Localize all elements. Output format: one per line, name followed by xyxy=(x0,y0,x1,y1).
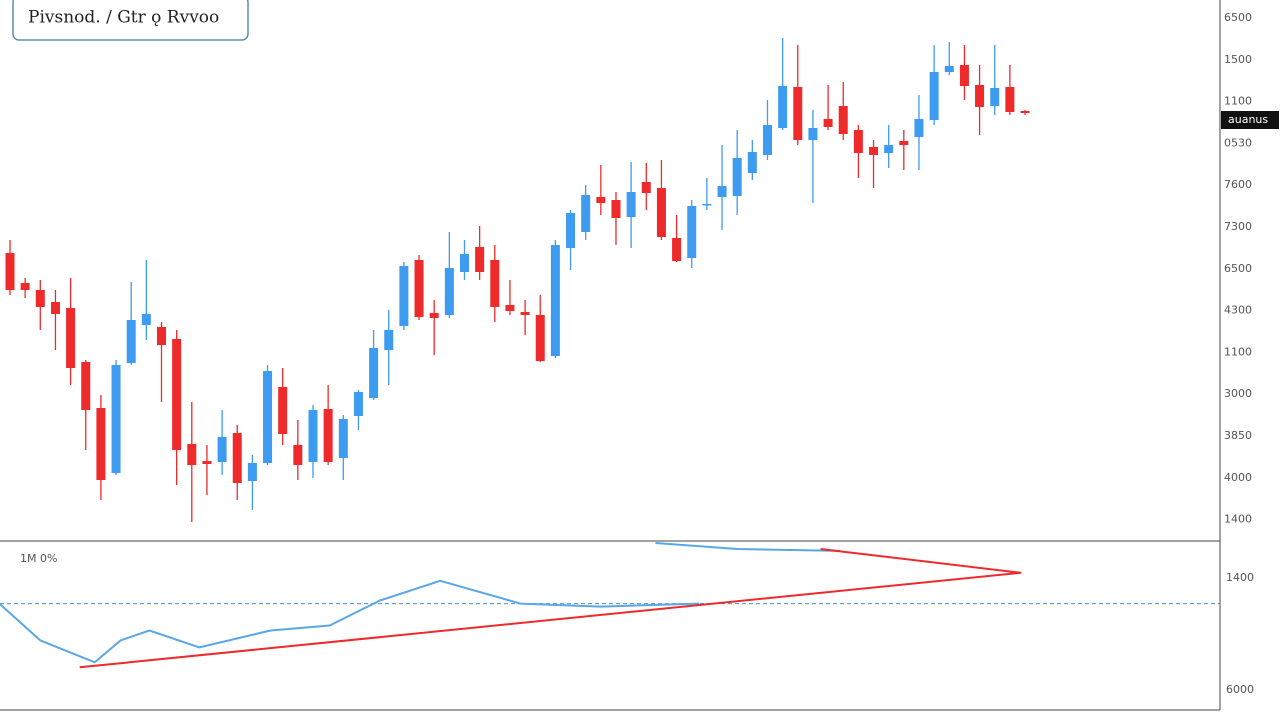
candle-body xyxy=(384,330,394,350)
candle-body xyxy=(172,339,182,450)
price-label: 1500 xyxy=(1224,53,1252,66)
price-label: 7600 xyxy=(1224,178,1252,191)
price-label: 3000 xyxy=(1224,387,1252,400)
candle-body xyxy=(278,387,288,434)
candle-body xyxy=(156,327,166,345)
candle-body xyxy=(81,362,91,410)
candle-body xyxy=(1020,111,1030,113)
candle-body xyxy=(369,348,379,398)
candle-body xyxy=(641,182,651,193)
candle-body xyxy=(929,72,939,120)
candle-body xyxy=(141,314,151,325)
candle-body xyxy=(656,188,666,237)
candle-body xyxy=(884,145,894,153)
candle-body xyxy=(535,315,545,361)
candle-body xyxy=(66,308,76,368)
candle-body xyxy=(626,192,636,217)
candle-body xyxy=(778,86,788,128)
price-label: 1400 xyxy=(1224,513,1252,526)
candle-body xyxy=(944,66,954,72)
candle-body xyxy=(975,85,985,107)
price-tag: auanus xyxy=(1228,113,1268,126)
candle-body xyxy=(475,247,485,272)
title-box xyxy=(12,0,249,41)
price-label: 4300 xyxy=(1224,304,1252,317)
candle-body xyxy=(672,238,682,261)
candle-body xyxy=(566,213,576,248)
chart-title: Pivsnod. / Gtr ǫ Rvvoo xyxy=(28,8,219,28)
candle-body xyxy=(596,197,606,203)
candle-body xyxy=(96,408,106,480)
candle-body xyxy=(1005,87,1015,112)
candle-body xyxy=(293,445,303,465)
candle-body xyxy=(732,158,742,196)
price-label: 4000 xyxy=(1224,471,1252,484)
candle-body xyxy=(126,320,136,363)
candle-body xyxy=(838,106,848,134)
candle-body xyxy=(853,130,863,153)
candle-body xyxy=(187,444,197,465)
candle-body xyxy=(232,433,242,483)
indicator-axis-label: 6000 xyxy=(1226,683,1254,696)
candle-body xyxy=(747,152,757,173)
candle-body xyxy=(899,141,909,145)
candle-body xyxy=(399,266,409,326)
candle-body xyxy=(459,254,469,272)
candle-body xyxy=(823,119,833,127)
candle-body xyxy=(20,283,30,290)
candle-body xyxy=(581,195,591,232)
price-label: 0530 xyxy=(1224,136,1252,149)
candle-body xyxy=(702,204,712,206)
candle-body xyxy=(35,290,45,307)
candle-body xyxy=(323,409,333,462)
candle-body xyxy=(5,253,15,290)
candle-body xyxy=(111,365,121,473)
indicator-axis-label: 1400 xyxy=(1226,571,1254,584)
candle-body xyxy=(353,392,363,416)
candle-body xyxy=(308,410,318,462)
candle-body xyxy=(263,371,273,463)
candle-body xyxy=(959,65,969,86)
indicator-label: 1M 0% xyxy=(20,552,57,565)
candle-body xyxy=(202,461,212,464)
indicator-line xyxy=(79,548,1022,669)
candle-body xyxy=(793,87,803,140)
price-label: 7300 xyxy=(1224,220,1252,233)
price-tag-box xyxy=(1221,111,1279,129)
price-label: 6500 xyxy=(1224,262,1252,275)
candle-body xyxy=(762,125,772,155)
candle-body xyxy=(869,147,879,155)
indicator-line xyxy=(0,542,841,664)
candle-body xyxy=(414,260,424,317)
price-label: 6500 xyxy=(1224,11,1252,24)
price-label: 1100 xyxy=(1224,345,1252,358)
candle-body xyxy=(444,268,454,315)
candle-body xyxy=(490,260,500,307)
candle-body xyxy=(505,305,515,311)
candle-body xyxy=(247,463,257,481)
candle-body xyxy=(520,312,530,315)
candle-body xyxy=(914,119,924,137)
candle-body xyxy=(217,437,227,462)
price-label: 1100 xyxy=(1224,95,1252,108)
candle-body xyxy=(717,186,727,197)
candle-body xyxy=(338,419,348,458)
candle-body xyxy=(990,88,1000,106)
candle-body xyxy=(687,206,697,258)
candle-body xyxy=(550,245,560,356)
candle-body xyxy=(429,313,439,318)
candle-body xyxy=(808,128,818,140)
candle-body xyxy=(611,200,621,218)
price-label: 3850 xyxy=(1224,429,1252,442)
candle-body xyxy=(50,302,60,314)
